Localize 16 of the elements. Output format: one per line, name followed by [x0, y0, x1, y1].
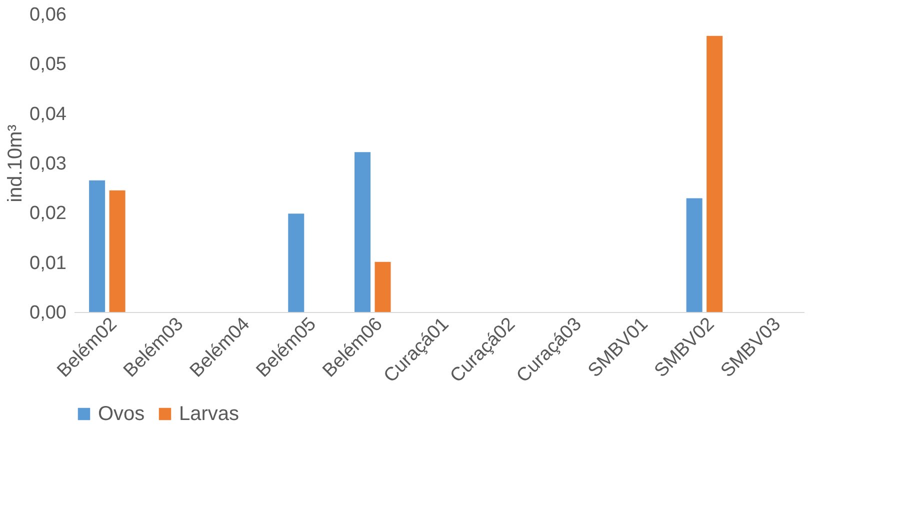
y-tick-label: 0,02 — [30, 203, 66, 224]
legend-label: Larvas — [179, 403, 240, 425]
bar — [354, 152, 371, 312]
y-tick-label: 0,03 — [30, 154, 66, 174]
y-axis-title: ind.10m³ — [4, 124, 27, 202]
bar — [374, 262, 391, 312]
y-tick-label: 0,05 — [30, 54, 66, 76]
y-tick-label: 0,01 — [30, 252, 66, 274]
bar — [686, 198, 702, 312]
bar — [288, 214, 304, 312]
y-tick-label: 0,04 — [30, 104, 67, 125]
bar — [89, 180, 106, 312]
bar — [109, 190, 126, 312]
y-tick-label: 0,06 — [30, 4, 66, 26]
bar — [706, 36, 723, 312]
legend-label: Ovos — [98, 403, 145, 425]
